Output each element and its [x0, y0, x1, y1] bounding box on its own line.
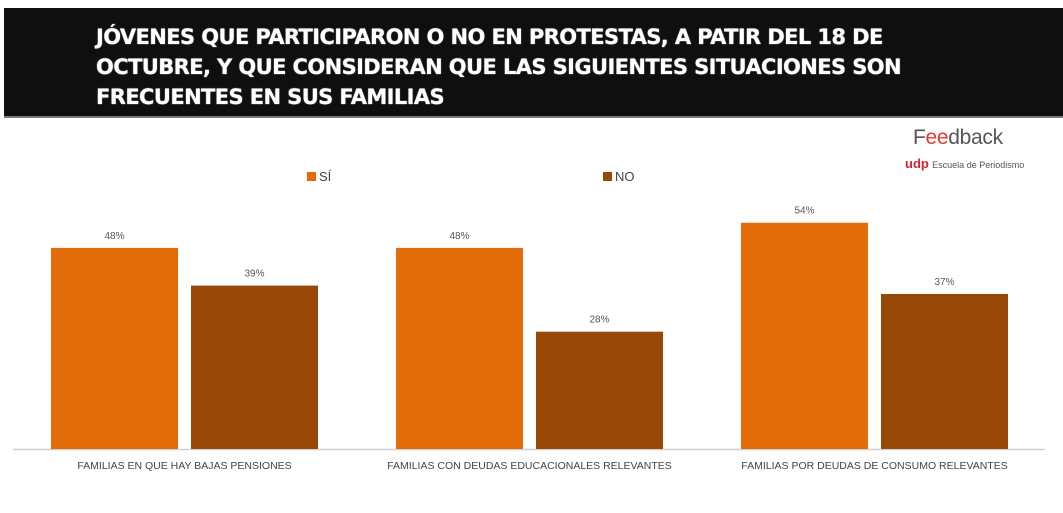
bar-no-0	[191, 285, 318, 449]
data-label-si-2: 54%	[794, 206, 814, 217]
feedback-udp-logo: Feedback udp Escuela de Periodismo	[905, 126, 1035, 176]
bar-si-1	[396, 247, 523, 449]
data-label-si-1: 48%	[449, 231, 469, 242]
legend-label-no: NO	[615, 169, 635, 184]
logo-suffix: dback	[948, 126, 1003, 149]
category-label-1: FAMILIAS CON DEUDAS EDUCACIONALES RELEVA…	[387, 460, 672, 472]
feedback-logo-text: Feedback	[913, 126, 1003, 150]
title-banner: JÓVENES QUE PARTICIPARON O NO EN PROTEST…	[4, 8, 1063, 118]
legend-swatch-si	[307, 172, 316, 181]
legend-label-si: SÍ	[319, 169, 332, 184]
data-label-no-0: 39%	[244, 269, 264, 280]
legend-item-si: SÍ	[307, 169, 331, 184]
udp-logo: udp Escuela de Periodismo	[905, 156, 1024, 171]
logo-prefix: F	[913, 126, 926, 149]
bar-si-2	[741, 222, 868, 449]
data-label-no-2: 37%	[934, 277, 954, 288]
school-name: Escuela de Periodismo	[932, 160, 1025, 170]
udp-mark: udp	[905, 156, 929, 171]
bar-no-1	[536, 331, 663, 449]
bar-no-2	[881, 293, 1008, 449]
data-label-no-1: 28%	[589, 315, 609, 326]
bar-si-0	[51, 247, 178, 449]
chart-title: JÓVENES QUE PARTICIPARON O NO EN PROTEST…	[96, 25, 902, 109]
logo-accent: ee	[925, 126, 949, 149]
category-label-0: FAMILIAS EN QUE HAY BAJAS PENSIONES	[77, 460, 291, 472]
legend-swatch-no	[603, 172, 612, 181]
legend-item-no: NO	[603, 169, 635, 184]
data-label-si-0: 48%	[104, 231, 124, 242]
category-label-2: FAMILIAS POR DEUDAS DE CONSUMO RELEVANTE…	[741, 460, 1007, 472]
